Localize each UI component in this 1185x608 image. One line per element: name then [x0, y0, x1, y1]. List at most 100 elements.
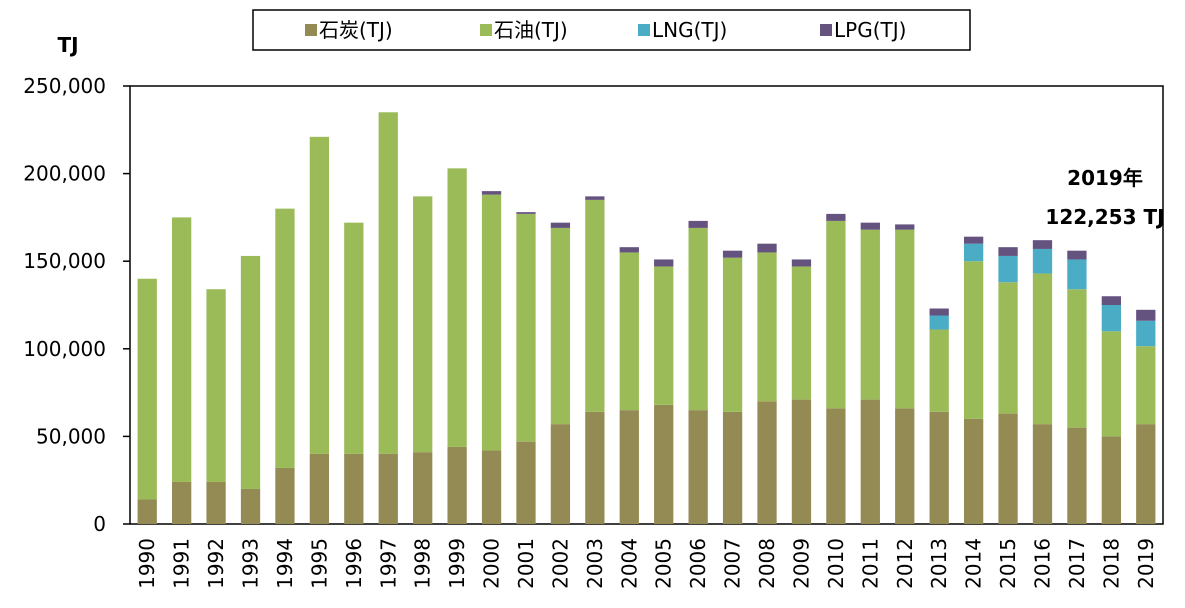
x-tick-label: 2002: [548, 538, 572, 589]
bar-segment: [654, 404, 674, 524]
bar-segment: [275, 208, 295, 468]
bar-segment: [137, 278, 157, 500]
bar-segment: [447, 446, 467, 524]
legend-swatch: [820, 24, 832, 36]
bar-segment: [344, 222, 364, 454]
x-tick-label: 1991: [170, 538, 194, 589]
bar-segment: [998, 282, 1018, 414]
bar-segment: [826, 213, 846, 221]
bar-segment: [619, 247, 639, 253]
bar-segment: [378, 453, 398, 524]
y-tick-label: 0: [93, 512, 106, 536]
bar-segment: [481, 191, 502, 195]
bar-segment: [1032, 240, 1053, 249]
bar-segment: [378, 112, 398, 454]
bar-segment: [963, 236, 984, 244]
y-tick-label: 200,000: [23, 162, 106, 186]
plot-frame: [129, 85, 1164, 525]
bar-segment: [895, 224, 915, 230]
y-tick-label: 100,000: [23, 337, 106, 361]
x-tick-label: 2000: [480, 538, 504, 589]
bar-segment: [1032, 273, 1053, 425]
bar-segment: [654, 266, 674, 405]
x-tick-label: 2006: [686, 538, 710, 589]
bar-segment: [963, 243, 984, 262]
bar-segment: [1101, 296, 1121, 305]
bar-segment: [550, 227, 571, 425]
y-tick-label: 50,000: [36, 424, 106, 448]
bar-segment: [722, 250, 743, 258]
x-tick-label: 2011: [858, 538, 882, 589]
bar-segment: [585, 196, 605, 200]
legend-label: 石油(TJ): [494, 18, 568, 42]
bar-segment: [585, 199, 605, 412]
bar-segment: [206, 289, 226, 482]
bar-segment: [240, 488, 261, 524]
x-tick-label: 2008: [755, 538, 779, 589]
bar-segment: [963, 261, 984, 419]
bar-segment: [550, 222, 571, 228]
x-tick-label: 2009: [789, 538, 813, 589]
y-tick-label: 150,000: [23, 249, 106, 273]
bar-segment: [206, 481, 226, 524]
bar-segment: [1067, 250, 1087, 260]
bar-segment: [895, 229, 915, 409]
x-tick-label: 1994: [273, 538, 297, 589]
bar-segment: [275, 467, 295, 524]
bar-segment: [1032, 248, 1053, 274]
bar-segment: [1136, 320, 1156, 347]
bar-segment: [929, 308, 949, 316]
bar-segment: [1136, 346, 1156, 425]
bar-segment: [309, 136, 330, 454]
legend-swatch: [305, 24, 317, 36]
legend-label: LPG(TJ): [834, 18, 906, 42]
bar-segment: [1101, 331, 1121, 437]
bar-segment: [826, 408, 846, 524]
bar-segment: [516, 441, 536, 524]
bar-segment: [722, 257, 743, 412]
bar-segment: [619, 410, 639, 524]
bar-segment: [722, 411, 743, 524]
bar-segment: [998, 255, 1018, 283]
x-tick-label: 2007: [721, 538, 745, 589]
bar-segment: [895, 408, 915, 524]
bar-segment: [344, 453, 364, 524]
bar-segment: [826, 220, 846, 409]
legend-swatch: [480, 24, 492, 36]
bar-segment: [929, 329, 949, 412]
x-tick-label: 1999: [445, 538, 469, 589]
bar-segment: [585, 411, 605, 524]
bar-segment: [929, 411, 949, 524]
bar-segment: [172, 217, 192, 482]
bar-segment: [619, 252, 639, 411]
bar-segment: [791, 266, 812, 400]
annotation: 2019年: [1067, 166, 1143, 190]
x-tick-label: 2014: [962, 538, 986, 589]
bar-segment: [929, 315, 949, 330]
legend-label: 石炭(TJ): [319, 18, 393, 42]
bar-segment: [860, 222, 880, 230]
x-tick-label: 1990: [135, 538, 159, 589]
bar-segment: [137, 499, 157, 524]
bar-segment: [481, 450, 502, 524]
x-tick-label: 2004: [617, 538, 641, 589]
bar-segment: [963, 418, 984, 524]
x-tick-label: 2001: [514, 538, 538, 589]
y-axis-label: TJ: [57, 33, 78, 57]
x-tick-label: 1998: [411, 538, 435, 589]
x-tick-label: 2010: [824, 538, 848, 589]
bar-segment: [1136, 424, 1156, 524]
bar-segment: [860, 399, 880, 524]
bar-segment: [1101, 436, 1121, 524]
x-tick-label: 2005: [652, 538, 676, 589]
bar-segment: [172, 481, 192, 524]
bar-segment: [1101, 305, 1121, 332]
bar-segment: [309, 453, 330, 524]
bar-segment: [1032, 424, 1053, 524]
x-tick-label: 1996: [342, 538, 366, 589]
bar-segment: [550, 424, 571, 524]
bar-segment: [516, 212, 536, 214]
bar-segment: [413, 452, 433, 524]
x-tick-label: 1993: [239, 538, 263, 589]
bar-segment: [757, 401, 777, 524]
